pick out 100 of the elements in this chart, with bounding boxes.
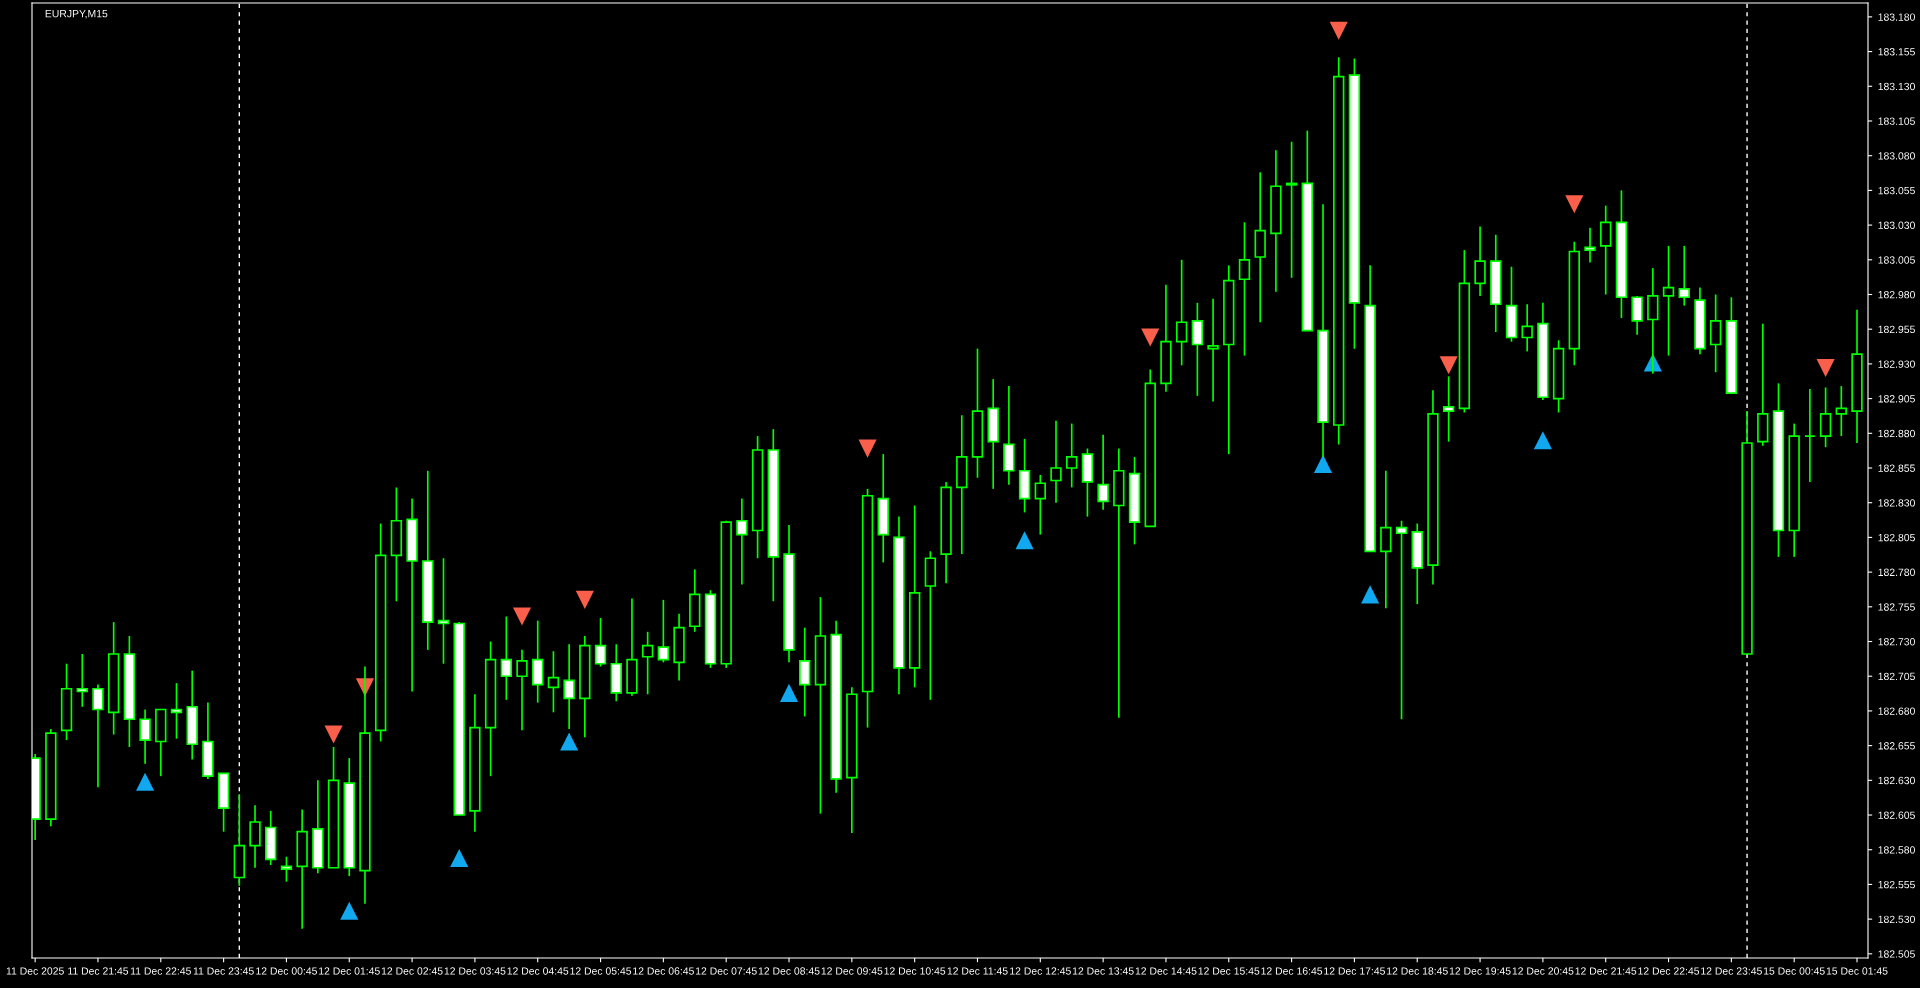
y-tick-label: 182.780 [1878, 568, 1915, 576]
candlestick [799, 626, 811, 718]
point [512, 607, 532, 626]
y-tick-label: 183.105 [1878, 117, 1915, 125]
candlestick [170, 682, 183, 740]
candlestick [1804, 388, 1816, 483]
x-tick-label: 12 Dec 07:45 [696, 967, 757, 975]
y-tick-label: 182.655 [1878, 742, 1915, 750]
y-tick-label: 183.130 [1878, 82, 1915, 91]
y-tick-label: 182.555 [1878, 880, 1915, 889]
candlestick [547, 650, 560, 714]
candlestick [657, 599, 670, 664]
y-tick-label: 183.055 [1878, 186, 1915, 195]
candlestick [437, 557, 450, 665]
candlestick [641, 630, 654, 696]
point [136, 772, 155, 791]
point [779, 683, 799, 702]
y-tick-label: 182.805 [1878, 533, 1915, 542]
x-tick-label: 12 Dec 08:45 [758, 967, 820, 975]
x-tick-label: 12 Dec 09:45 [821, 967, 883, 975]
point [1816, 359, 1835, 378]
candlestick [1395, 519, 1408, 721]
x-tick-label: 12 Dec 20:45 [1512, 967, 1574, 975]
y-tick-label: 182.855 [1878, 464, 1915, 472]
text: EURJPY,M15 [45, 10, 108, 19]
candlestick [1285, 140, 1298, 279]
y-tick-label: 182.880 [1878, 429, 1915, 438]
x-tick-label: 12 Dec 11:45 [947, 967, 1008, 975]
candlestick [736, 497, 748, 586]
y-tick-label: 182.930 [1878, 360, 1915, 368]
candlestick [280, 855, 293, 883]
candlestick [139, 708, 151, 765]
point [1533, 431, 1552, 450]
x-tick-label: 11 Dec 21:45 [68, 967, 129, 975]
candlestick [1600, 204, 1612, 296]
candlestick [563, 643, 575, 730]
x-tick-label: 12 Dec 17:45 [1324, 967, 1385, 975]
candlestick [92, 683, 104, 789]
y-tick-label: 182.980 [1878, 291, 1915, 299]
candlestick [1835, 385, 1848, 437]
point [1439, 356, 1458, 375]
point [858, 439, 877, 458]
candlestick [1442, 375, 1455, 443]
point [575, 590, 594, 609]
point [1015, 531, 1034, 550]
point [1565, 195, 1584, 214]
y-tick-label: 183.155 [1878, 48, 1915, 56]
x-tick-label: 12 Dec 23:45 [1701, 967, 1762, 975]
point [1141, 328, 1160, 347]
x-tick-label: 12 Dec 14:45 [1135, 967, 1197, 975]
x-tick-label: 11 Dec 23:45 [193, 967, 254, 975]
y-tick-label: 182.705 [1878, 672, 1915, 681]
candlestick [1238, 221, 1251, 357]
x-tick-label: 12 Dec 19:45 [1449, 967, 1511, 975]
candlestick [1662, 245, 1675, 357]
x-tick-label: 12 Dec 06:45 [633, 967, 694, 975]
x-tick-label: 11 Dec 22:45 [130, 967, 191, 975]
point [324, 725, 343, 744]
x-tick-label: 12 Dec 10:45 [884, 967, 946, 975]
point [1313, 454, 1333, 473]
y-tick-label: 182.680 [1878, 707, 1915, 715]
y-tick-label: 183.180 [1878, 13, 1915, 21]
x-tick-label: 12 Dec 16:45 [1261, 967, 1323, 975]
point [560, 732, 579, 751]
y-tick-label: 182.580 [1878, 846, 1915, 854]
candlestick [1034, 474, 1047, 536]
candlestick [1584, 227, 1596, 264]
candlestick [1207, 297, 1219, 403]
x-tick-label: 12 Dec 12:45 [1010, 967, 1071, 975]
x-tick-label: 12 Dec 05:45 [570, 967, 632, 975]
candlestick [1631, 295, 1643, 336]
candlestick [1521, 303, 1533, 353]
x-tick-label: 12 Dec 00:45 [256, 967, 317, 975]
candlestick [1066, 422, 1078, 489]
y-tick-label: 183.030 [1878, 221, 1915, 229]
candlestick [1097, 433, 1109, 511]
x-tick-label: 12 Dec 04:45 [507, 967, 569, 975]
y-tick-label: 182.905 [1878, 395, 1915, 403]
point [450, 849, 469, 868]
candlestick [1175, 258, 1188, 367]
candlestick [1380, 469, 1392, 610]
x-tick-label: 12 Dec 21:45 [1575, 967, 1637, 975]
candlestick [1678, 245, 1690, 307]
y-tick-label: 183.080 [1878, 152, 1915, 160]
candlestick [1474, 225, 1486, 297]
y-tick-label: 182.755 [1878, 603, 1915, 611]
candlestick [594, 617, 607, 668]
candlestick [1191, 301, 1204, 397]
candlestick [76, 653, 88, 708]
candlestick [1647, 267, 1659, 375]
candlestick [1050, 419, 1062, 504]
y-tick-label: 182.730 [1878, 638, 1915, 646]
y-tick-label: 182.955 [1878, 325, 1915, 334]
candlestick [516, 649, 528, 732]
point [1361, 585, 1380, 604]
y-tick-label: 182.605 [1878, 811, 1915, 819]
y-tick-label: 182.505 [1878, 950, 1915, 958]
point [340, 901, 359, 920]
x-tick-label: 12 Dec 13:45 [1072, 967, 1134, 975]
x-tick-label: 15 Dec 01:45 [1826, 967, 1888, 975]
